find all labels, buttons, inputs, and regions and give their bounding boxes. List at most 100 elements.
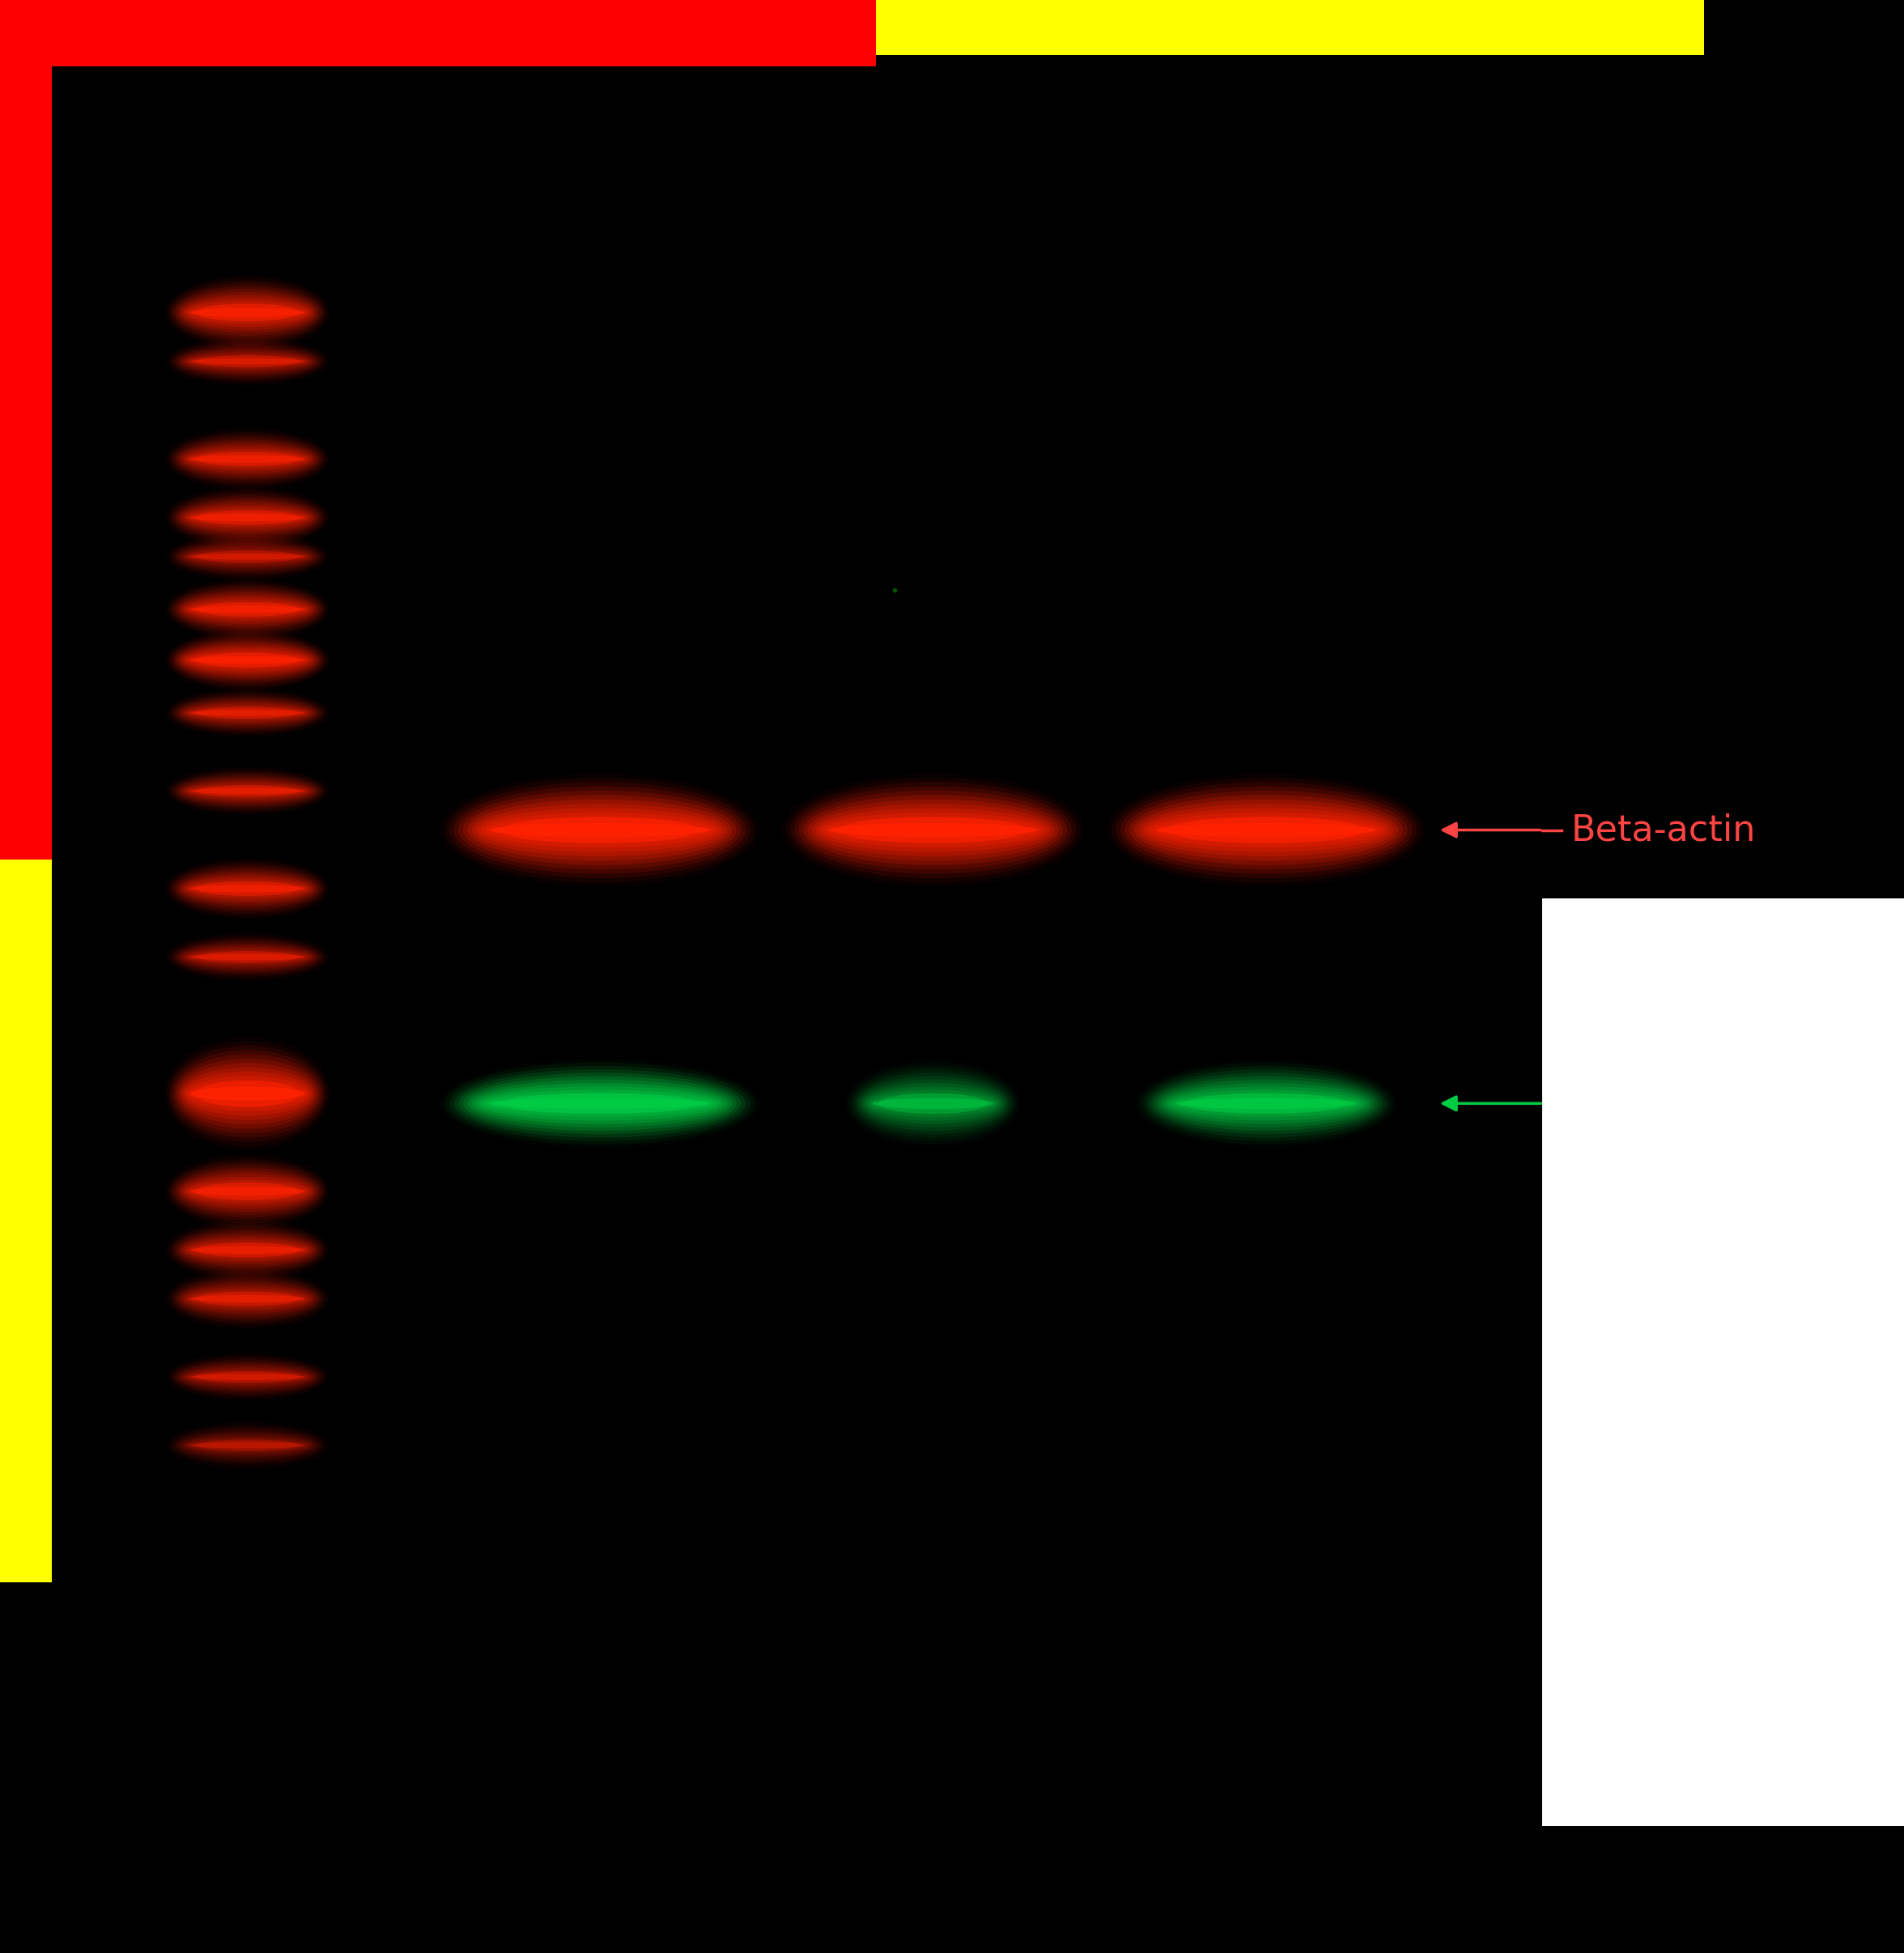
Ellipse shape [173, 344, 322, 379]
Ellipse shape [196, 785, 299, 797]
Ellipse shape [185, 1076, 308, 1111]
Ellipse shape [169, 432, 326, 486]
Ellipse shape [179, 500, 316, 535]
Ellipse shape [179, 592, 316, 627]
Ellipse shape [188, 785, 307, 797]
Ellipse shape [181, 644, 314, 676]
Ellipse shape [190, 1187, 305, 1195]
Ellipse shape [190, 1373, 305, 1381]
Ellipse shape [501, 816, 699, 844]
Ellipse shape [183, 703, 312, 723]
Text: Beta-actin: Beta-actin [1571, 812, 1755, 848]
Ellipse shape [179, 1232, 316, 1267]
Ellipse shape [173, 695, 322, 730]
Ellipse shape [175, 941, 318, 973]
Ellipse shape [857, 1076, 1009, 1131]
Ellipse shape [472, 1082, 727, 1125]
Ellipse shape [181, 1285, 314, 1312]
Ellipse shape [181, 1236, 314, 1266]
Ellipse shape [486, 816, 714, 844]
Ellipse shape [190, 953, 305, 961]
Ellipse shape [179, 871, 316, 906]
Ellipse shape [181, 545, 314, 568]
Ellipse shape [185, 879, 308, 898]
Ellipse shape [173, 496, 322, 539]
Ellipse shape [181, 945, 314, 969]
Ellipse shape [855, 1072, 1011, 1135]
Ellipse shape [175, 1430, 318, 1461]
Ellipse shape [807, 799, 1059, 861]
Ellipse shape [459, 1072, 741, 1135]
Ellipse shape [179, 1432, 316, 1459]
Ellipse shape [183, 1287, 312, 1310]
Ellipse shape [185, 650, 308, 670]
Ellipse shape [171, 1357, 324, 1396]
Ellipse shape [463, 1076, 737, 1131]
Ellipse shape [181, 445, 314, 475]
Ellipse shape [175, 1230, 318, 1269]
Ellipse shape [1142, 809, 1390, 852]
Ellipse shape [179, 543, 316, 570]
Ellipse shape [181, 875, 314, 902]
Ellipse shape [169, 1160, 326, 1223]
Ellipse shape [196, 652, 299, 668]
Ellipse shape [482, 812, 718, 848]
Ellipse shape [872, 1098, 994, 1109]
Ellipse shape [196, 1439, 299, 1451]
Ellipse shape [185, 549, 308, 564]
Ellipse shape [181, 779, 314, 803]
Ellipse shape [171, 586, 324, 635]
Ellipse shape [183, 547, 312, 566]
Ellipse shape [173, 773, 322, 809]
Ellipse shape [173, 287, 322, 340]
Ellipse shape [1165, 1086, 1367, 1121]
Ellipse shape [181, 1365, 314, 1389]
Ellipse shape [173, 1359, 322, 1394]
Ellipse shape [863, 1082, 1003, 1125]
Ellipse shape [188, 652, 307, 668]
Ellipse shape [491, 822, 708, 838]
Ellipse shape [449, 1066, 750, 1141]
Ellipse shape [175, 590, 318, 629]
Ellipse shape [468, 1080, 731, 1127]
Ellipse shape [175, 869, 318, 908]
Ellipse shape [1112, 777, 1420, 883]
Ellipse shape [185, 1369, 308, 1385]
Ellipse shape [179, 643, 316, 678]
Ellipse shape [181, 701, 314, 725]
Bar [0, 0, 876, 66]
Ellipse shape [188, 1439, 307, 1451]
Ellipse shape [786, 777, 1080, 883]
Ellipse shape [185, 1180, 308, 1203]
Ellipse shape [196, 305, 299, 322]
Ellipse shape [188, 707, 307, 719]
Ellipse shape [188, 1371, 307, 1383]
Ellipse shape [173, 539, 322, 574]
Ellipse shape [1173, 1094, 1359, 1113]
Ellipse shape [449, 781, 750, 879]
Ellipse shape [179, 699, 316, 727]
Ellipse shape [185, 1240, 308, 1260]
Ellipse shape [171, 283, 324, 342]
Ellipse shape [173, 939, 322, 975]
Ellipse shape [185, 705, 308, 721]
Ellipse shape [179, 1062, 316, 1125]
Ellipse shape [181, 295, 314, 330]
Ellipse shape [190, 455, 305, 463]
Ellipse shape [185, 449, 308, 469]
Ellipse shape [864, 1086, 1002, 1121]
Ellipse shape [817, 809, 1049, 852]
Ellipse shape [1146, 1070, 1386, 1137]
Ellipse shape [181, 1434, 314, 1457]
Ellipse shape [446, 777, 754, 883]
Ellipse shape [1148, 812, 1384, 848]
Ellipse shape [183, 1367, 312, 1387]
Ellipse shape [183, 352, 312, 371]
Ellipse shape [190, 1295, 305, 1303]
Ellipse shape [190, 1086, 305, 1101]
Ellipse shape [179, 1363, 316, 1391]
Ellipse shape [1135, 799, 1398, 861]
Ellipse shape [1150, 1072, 1382, 1135]
Ellipse shape [171, 1226, 324, 1275]
Ellipse shape [185, 353, 308, 369]
